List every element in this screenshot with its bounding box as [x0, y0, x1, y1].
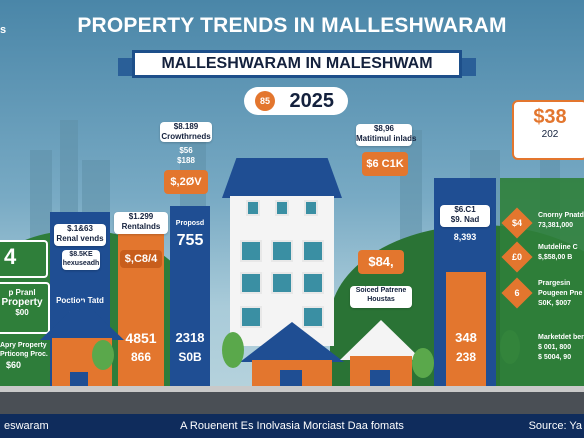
window	[240, 240, 262, 262]
footer-left-text: eswaram	[4, 420, 49, 432]
tree	[412, 348, 434, 378]
bar3-line-a: $56	[179, 146, 193, 155]
hero-roof	[222, 158, 342, 198]
window	[271, 272, 293, 294]
window	[304, 200, 318, 216]
left-caption: $60	[6, 360, 22, 370]
bar2-value: 4851	[125, 330, 157, 346]
house-door	[70, 372, 88, 390]
left-card-value: 4	[4, 244, 17, 269]
page-title: PROPERTY TRENDS IN MALLESHWARAM	[77, 14, 507, 37]
right-text: S0K, $007	[538, 300, 572, 307]
tree	[92, 340, 114, 370]
window	[246, 200, 260, 216]
right-big-sub: 202	[541, 129, 559, 140]
right-text: 73,381,000	[538, 222, 574, 229]
right-value-card: $38 202	[512, 100, 584, 160]
bar4-tag: $8,96 Matitimul inlads	[356, 124, 416, 146]
bar2-badge: $,C8/4	[120, 250, 162, 268]
diamond-label: $4	[511, 218, 522, 228]
bar5-tag: $6.C1 $9. Nad	[440, 205, 490, 227]
left-caption: Prticong Proc.	[0, 351, 48, 358]
bar2-tag: $1.299 Rentalnds	[114, 212, 168, 234]
diamond-label: 6	[514, 288, 520, 298]
right-text: Marketdet ber	[538, 334, 584, 341]
bar3-big-value: 755	[176, 232, 204, 249]
right-text: Prargesin	[538, 280, 571, 287]
coin-icon: 85	[255, 91, 275, 111]
curb	[0, 386, 584, 393]
left-info-line: p Pranl	[8, 288, 36, 297]
window	[240, 272, 262, 294]
bar1-small-card: $8.5KE hexuseadh	[62, 250, 100, 270]
bar4-card: Soiced Patrene Houstas	[350, 286, 412, 308]
footer-source: Source: Ya	[528, 420, 582, 432]
chart-bar-5-inner	[446, 272, 486, 390]
bar5-mid-value: 348	[455, 330, 477, 345]
left-info-line: $00	[15, 308, 29, 317]
diamond-label: £0	[511, 252, 522, 262]
window	[302, 306, 324, 328]
bar3-tag: $8.189 Crowthrneds	[160, 122, 212, 142]
right-text: $ 001, 800	[538, 344, 572, 351]
window	[302, 272, 324, 294]
bar5-bottom-value: 238	[455, 350, 477, 364]
window	[302, 240, 324, 262]
footer-center-text: A Rouenent Es Inolvasia Morciast Daa fom…	[180, 420, 404, 432]
bar3-caption: Proposd	[175, 220, 205, 227]
window	[271, 240, 293, 262]
house-door	[280, 370, 302, 390]
subtitle-banner: MALLESHWARAM IN MALESHWAM	[132, 50, 462, 78]
window	[240, 306, 262, 328]
bar1-caption: Poction Tatd	[56, 296, 104, 305]
right-text: $ 5004, 90	[538, 354, 572, 361]
tree	[222, 332, 244, 368]
footer-bar: eswaram A Rouenent Es Inolvasia Morciast…	[0, 414, 584, 438]
left-card: 4	[0, 240, 48, 278]
right-big-value: $38	[533, 106, 567, 128]
bar2-sub-value: 866	[130, 350, 152, 364]
bar1-tag: $.1&63 Renal vends	[54, 224, 106, 246]
bar5-value: 8,393	[453, 232, 477, 242]
brand-mark: s	[0, 24, 7, 36]
bar4-badge: $6 C1K	[362, 152, 408, 176]
road	[0, 392, 584, 414]
bar3-value: 2318	[175, 330, 205, 345]
left-info-card: p Pranl Property $00	[0, 282, 50, 334]
left-caption: Apry Property	[0, 342, 47, 349]
right-text: Cnorny Pnatd	[538, 212, 584, 219]
right-text: Pougeen Pne	[538, 290, 583, 297]
window	[275, 200, 289, 216]
bar3-line-b: $188	[177, 156, 195, 165]
right-text: $,$58,00 B	[538, 254, 573, 261]
bar3-badge: $,2ØV	[164, 170, 208, 194]
bar3-sub-value: S0B	[178, 350, 202, 364]
left-info-line: Property	[1, 297, 43, 308]
bar4-sign: $84,	[358, 250, 404, 274]
chart-bar-3	[170, 206, 210, 390]
right-text: Mutdeline C	[538, 244, 578, 251]
house-door	[370, 370, 390, 390]
